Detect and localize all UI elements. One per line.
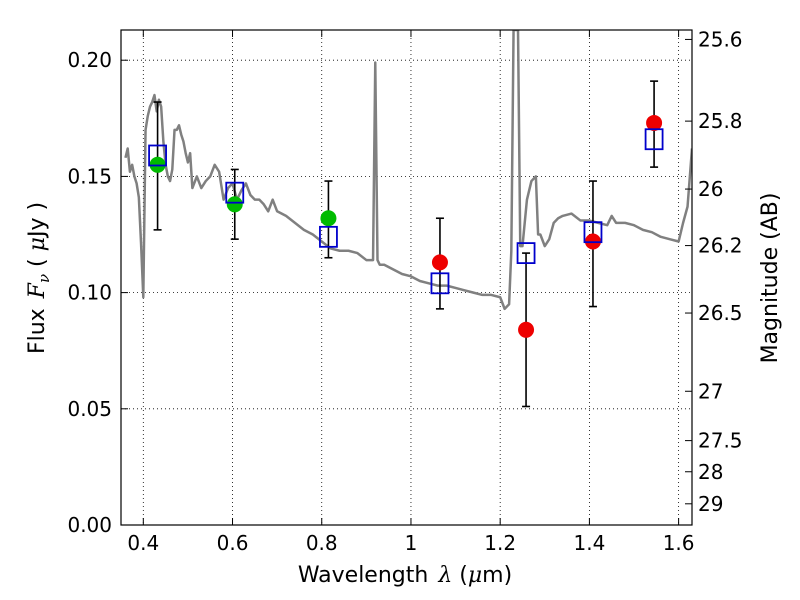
y-tick-label-1: 0.05 [67, 397, 112, 421]
model-box-2 [319, 225, 338, 248]
y2-tick-label-4: 26.5 [698, 301, 743, 325]
model-box-5 [583, 221, 603, 244]
y2-tick-label-2: 26 [698, 177, 723, 201]
y-tick-label-4: 0.20 [67, 48, 112, 72]
x-tick-label-5: 1.4 [573, 531, 605, 555]
x-tick-label-1: 0.6 [217, 531, 249, 555]
y2-tick-label-1: 25.8 [698, 109, 743, 133]
x-tick-label-0: 0.4 [127, 531, 159, 555]
x-tick-label-3: 1 [405, 531, 418, 555]
red-point-1 [518, 321, 535, 338]
model-box-1 [225, 181, 245, 204]
plot-frame [120, 29, 693, 526]
y2-tick-label-5: 27 [698, 379, 723, 403]
plot-area [124, 30, 692, 408]
grid [121, 30, 692, 526]
y-axis-label: FluxFν ( μJy ) [25, 202, 53, 354]
y-tick-label-0: 0.00 [67, 513, 112, 537]
red-point-3 [646, 114, 663, 131]
green-point-1 [226, 196, 243, 213]
model-box-3 [430, 272, 450, 295]
y2-tick-label-8: 29 [698, 492, 723, 516]
x-tick-label-6: 1.6 [663, 531, 695, 555]
y2-axis-label: Magnitude (AB) [758, 193, 783, 364]
y2-tick-label-3: 26.2 [698, 234, 743, 258]
x-tick-label-2: 0.8 [306, 531, 338, 555]
axes: 0.4 0.6 0.8 1 1.2 1.4 1.6 0.00 0.05 0.10 0.15 0.20 2… [67, 27, 742, 555]
y-tick-label-2: 0.10 [67, 281, 112, 305]
y2-tick-label-6: 27.5 [698, 429, 743, 453]
model-box-0 [148, 144, 167, 167]
model-box-6 [644, 128, 664, 151]
red-point-0 [431, 254, 448, 271]
y-tick-label-3: 0.15 [67, 164, 112, 188]
x-axis-label: Wavelength λ (μm) [298, 563, 512, 588]
model-spectrum-line [124, 30, 692, 311]
green-point-2 [320, 210, 337, 227]
y2-tick-label-7: 28 [698, 460, 723, 484]
x-tick-label-4: 1.2 [484, 531, 516, 555]
model-box-4 [516, 242, 536, 264]
y2-tick-label-0: 25.6 [698, 27, 743, 51]
